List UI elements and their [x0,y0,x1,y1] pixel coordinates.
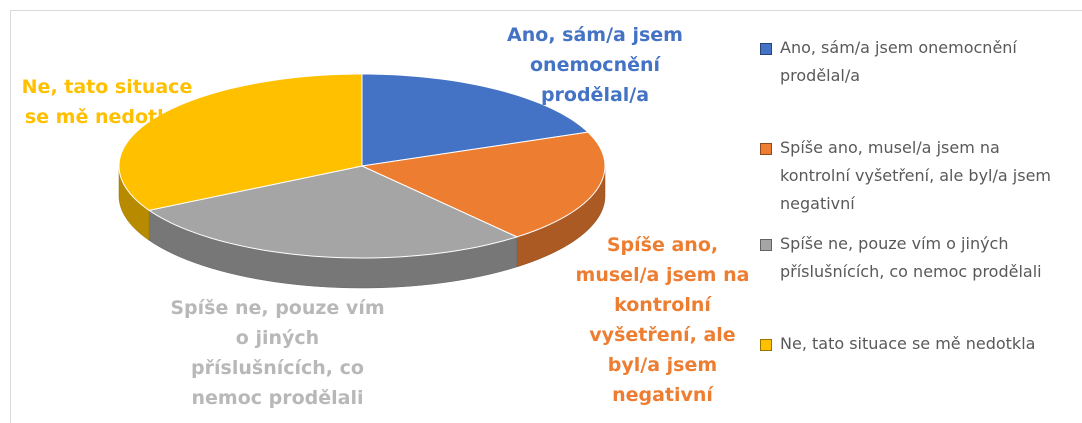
legend-label: Ne, tato situace se mě nedotkla [780,334,1036,353]
data-label: Ne, tato situace se mě nedotkla [21,76,193,128]
legend-label: Spíše ano, musel/a jsem na kontrolní vyš… [780,138,1051,213]
data-label: Spíše ne, pouze vím o jiných příslušnící… [170,297,385,409]
legend-swatch [760,143,772,155]
slice [360,131,606,238]
legend-swatch [760,339,772,351]
legend-label: Spíše ne, pouze vím o jiných příslušnící… [780,234,1042,281]
data-label: Ano, sám/a jsem onemocnění prodělal/a [507,24,683,106]
legend-item: Spíše ano, musel/a jsem na kontrolní vyš… [760,134,1070,218]
legend-item: Ano, sám/a jsem onemocnění prodělal/a [760,34,1070,90]
legend-swatch [760,43,772,55]
legend-label: Ano, sám/a jsem onemocnění prodělal/a [780,38,1017,85]
chart-frame [10,10,1082,423]
legend-item: Spíše ne, pouze vím o jiných příslušnící… [760,230,1070,286]
legend-swatch [760,239,772,251]
slice [147,165,519,259]
slice [118,73,363,211]
legend-item: Ne, tato situace se mě nedotkla [760,330,1070,358]
data-label: Spíše ano, musel/a jsem na kontrolní vyš… [575,234,750,406]
slice [361,73,590,167]
